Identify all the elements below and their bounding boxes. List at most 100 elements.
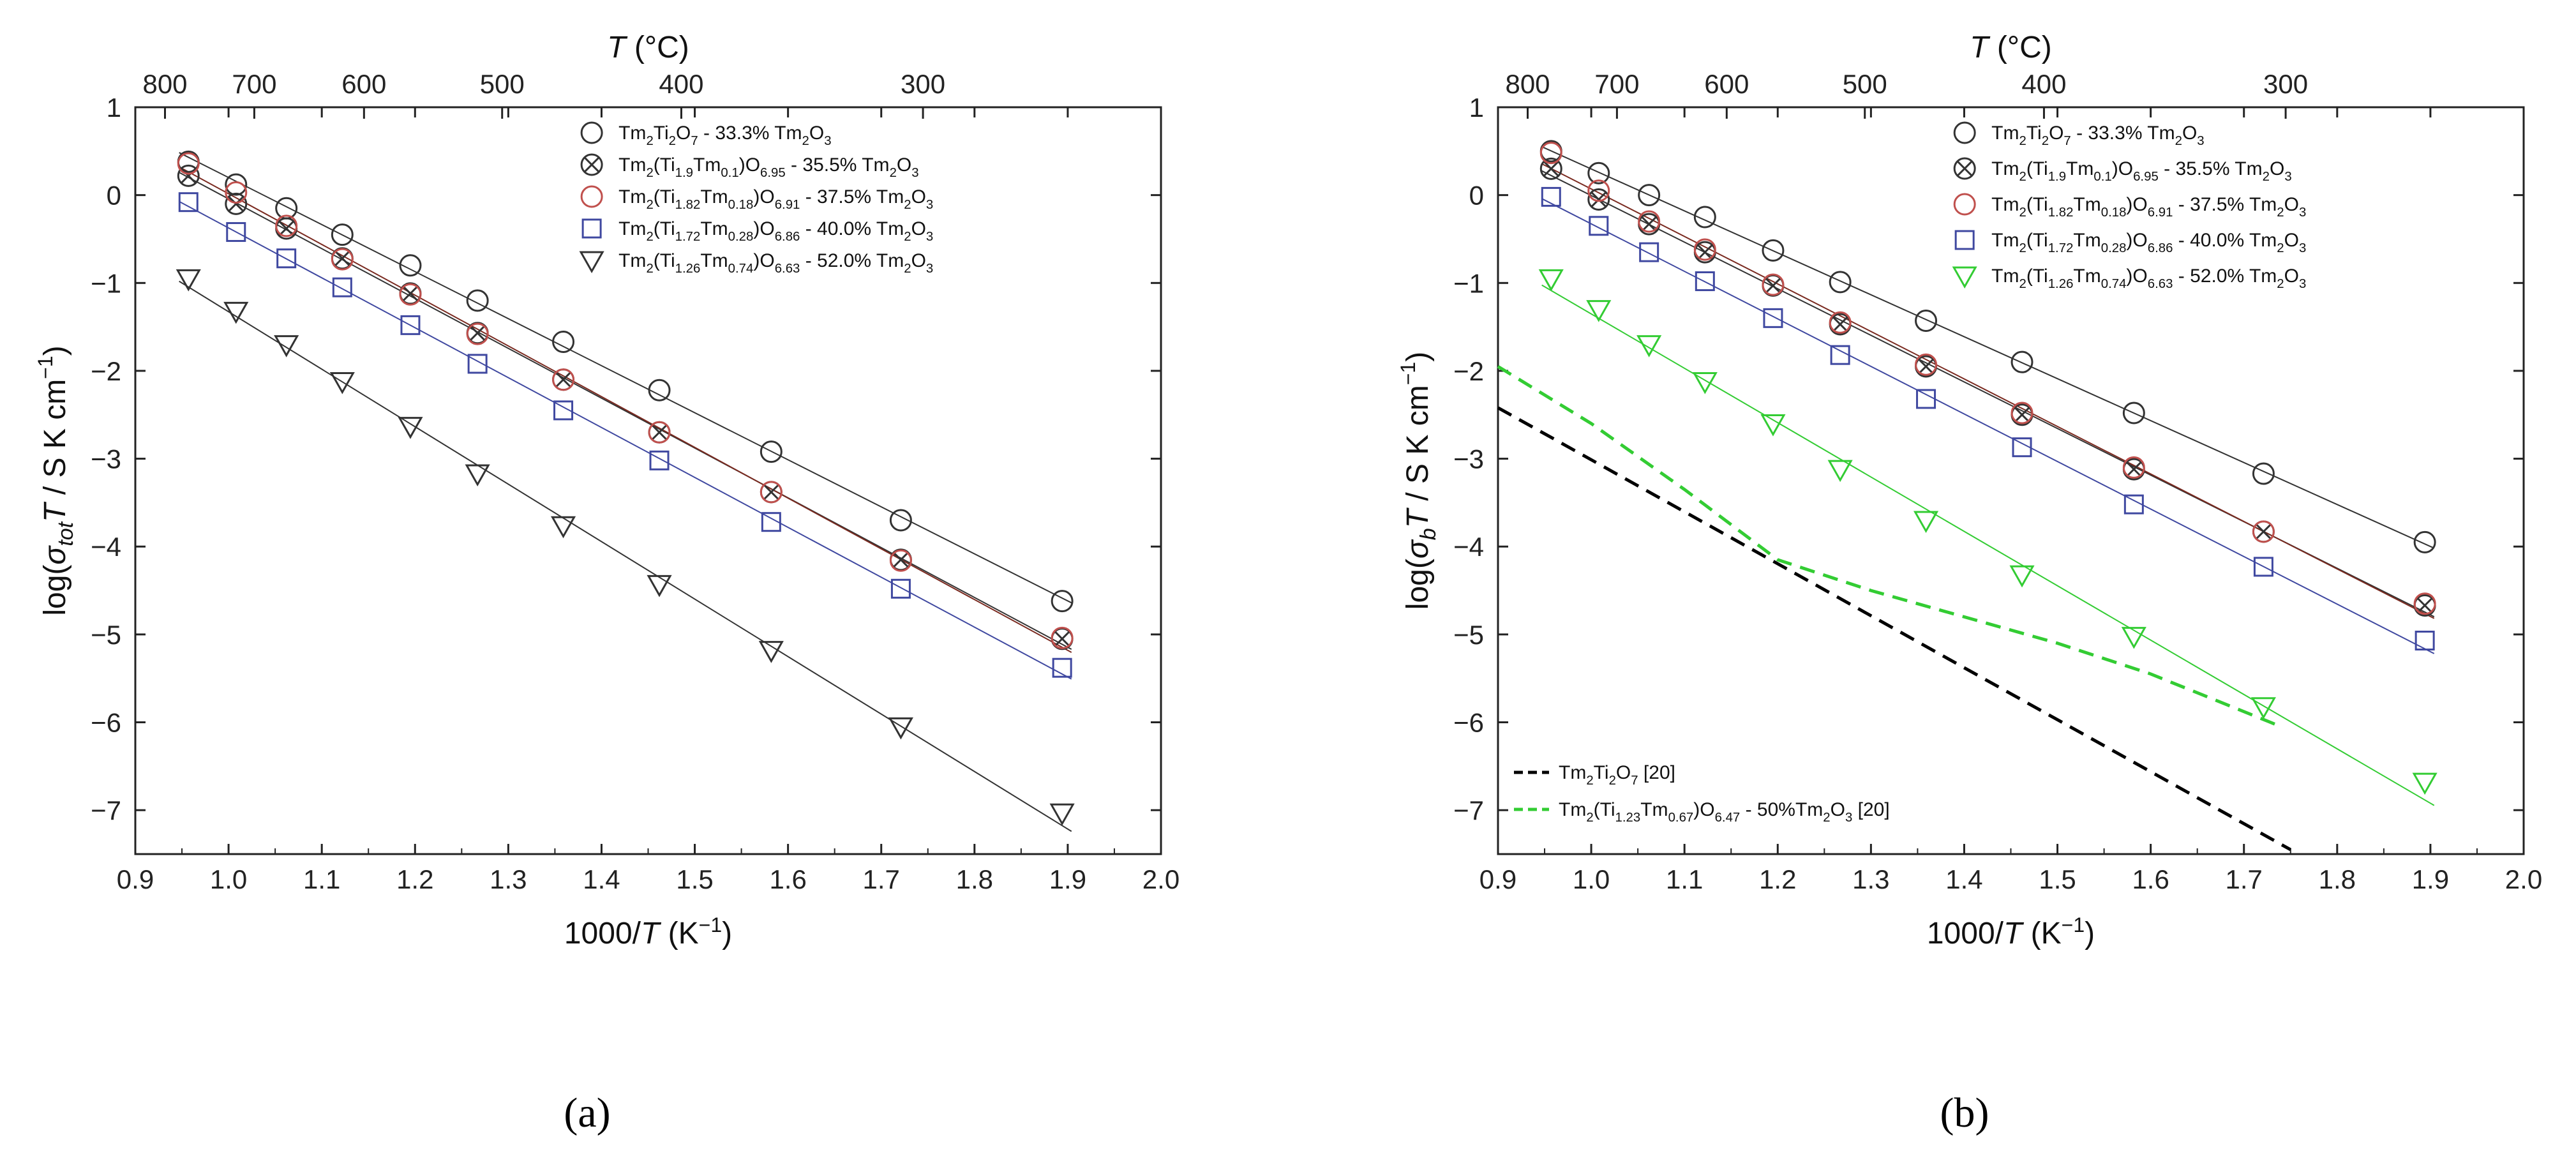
data-point [466, 322, 489, 345]
marker-cross-b [402, 285, 419, 302]
marker-cross-b [1917, 358, 1935, 375]
data-point [1915, 353, 1938, 376]
legend-entry: Tm2(Ti1.82Tm0.18)O6.91 - 37.5% Tm2O3 [1991, 194, 2306, 220]
data-point [889, 509, 912, 532]
data-point [275, 214, 298, 237]
y-tick-label: −5 [91, 620, 121, 650]
data-point [2123, 494, 2144, 514]
panel-label-b: (b) [1940, 1090, 1989, 1136]
legend-marker [579, 251, 604, 274]
series-tm2-ti1-26tm0-74-o6-63-52-0-tm2o3 [1538, 269, 2437, 795]
y-tick-label: −3 [91, 444, 121, 474]
top-tick-label: 800 [1505, 69, 1550, 99]
top-axis-label: T (°C) [1970, 31, 2052, 64]
data-point [1051, 626, 1074, 649]
data-point [889, 549, 912, 572]
x-tick-label: 1.5 [676, 864, 713, 894]
reference-line-tm2ti2o7-20 [1497, 406, 2292, 852]
legend-marker [1954, 230, 1975, 250]
data-point [1762, 273, 1785, 296]
data-point [2012, 437, 2032, 458]
marker-cross-b [651, 424, 668, 440]
data-point [553, 400, 574, 421]
legend-entry: Tm2(Ti1.26Tm0.74)O6.63 - 52.0% Tm2O3 [618, 250, 933, 276]
marker-circle [225, 192, 248, 215]
y-tick-label: 0 [1469, 181, 1484, 211]
data-point [400, 315, 421, 335]
y-tick-label: −5 [1453, 620, 1484, 650]
x-tick-label: 1.5 [2039, 864, 2076, 894]
data-point [758, 641, 784, 663]
x-tick-label: 1.4 [1945, 864, 1982, 894]
top-tick-label: 600 [341, 69, 386, 99]
marker-cross-b [892, 552, 909, 568]
data-point [178, 192, 198, 213]
data-point [177, 164, 200, 187]
series-tm2ti2o7-33-3-tm2o3 [177, 150, 1074, 613]
data-point [1916, 389, 1936, 409]
top-axis-label: T (°C) [607, 31, 689, 64]
data-point [1051, 590, 1074, 613]
data-point [399, 283, 422, 306]
top-tick-label: 800 [142, 69, 187, 99]
legend-marker [1952, 266, 1977, 289]
data-point [274, 335, 299, 357]
x-tick-label: 1.1 [303, 864, 340, 894]
top-tick-label: 700 [232, 69, 276, 99]
data-point [2011, 402, 2033, 424]
y-tick-label: −3 [1453, 444, 1484, 474]
fit-line-tm2-ti1-9tm0-1-o6-95-35-5-tm2o3 [179, 172, 1072, 650]
data-point [176, 269, 201, 292]
data-point [466, 289, 489, 312]
y-tick-label: −2 [91, 356, 121, 386]
marker-circle [1587, 188, 1610, 211]
data-point [332, 277, 352, 297]
marker-cross-b [278, 220, 295, 237]
data-point [223, 301, 249, 324]
data-point [1587, 188, 1610, 211]
data-point [1049, 803, 1075, 826]
legend-marker [1953, 193, 1976, 216]
data-point [1913, 511, 1939, 533]
data-point [2252, 462, 2275, 485]
data-point [331, 223, 354, 246]
data-point [1589, 216, 1609, 236]
data-point [1829, 311, 1852, 334]
data-point [552, 331, 575, 354]
marker-cross-b [180, 167, 197, 184]
x-tick-label: 1.6 [2132, 864, 2169, 894]
x-tick-label: 2.0 [2505, 864, 2542, 894]
legend-marker [580, 185, 603, 208]
top-tick-label: 400 [2021, 69, 2066, 99]
fit-line-tm2-ti1-82tm0-18-o6-91-37-5-tm2o3 [179, 166, 1072, 653]
y-tick-label: −7 [1453, 795, 1484, 825]
data-point [1695, 271, 1715, 292]
chart-panel-b: 0.9 1.0 1.1 1.2 1.3 1.4 1.5 1.6 1.7 1.8 1.9 2.0 1 0 −1… [1397, 31, 2542, 950]
data-point [1829, 271, 1852, 294]
y-tick-label: −4 [1453, 532, 1484, 562]
top-tick-label: 700 [1594, 69, 1639, 99]
x-tick-label: 1.9 [2412, 864, 2449, 894]
y-tick-label: −1 [1453, 268, 1484, 298]
x-tick-label: 1.0 [210, 864, 247, 894]
data-point [1587, 179, 1610, 202]
data-point [1638, 210, 1661, 233]
data-point [331, 248, 354, 271]
data-point [2009, 565, 2035, 588]
data-point [760, 481, 783, 504]
x-tick-label: 1.4 [583, 864, 620, 894]
fit-line-tm2ti2o7-33-3-tm2o3 [1541, 146, 2435, 549]
y-tick-label: −6 [91, 708, 121, 738]
data-point [2412, 772, 2437, 795]
data-point [761, 512, 781, 532]
marker-cross-b [583, 156, 600, 173]
y-tick-label: −6 [1453, 708, 1484, 738]
data-point [760, 440, 783, 463]
series-tm2-ti1-82tm0-18-o6-91-37-5-tm2o3 [1539, 142, 2436, 615]
series-tm2-ti1-72tm0-28-o6-86-40-0-tm2o3 [1541, 186, 2435, 651]
data-point [225, 181, 248, 204]
data-point [225, 192, 248, 215]
data-point [1639, 242, 1659, 262]
data-point [552, 368, 575, 391]
data-point [550, 516, 576, 539]
